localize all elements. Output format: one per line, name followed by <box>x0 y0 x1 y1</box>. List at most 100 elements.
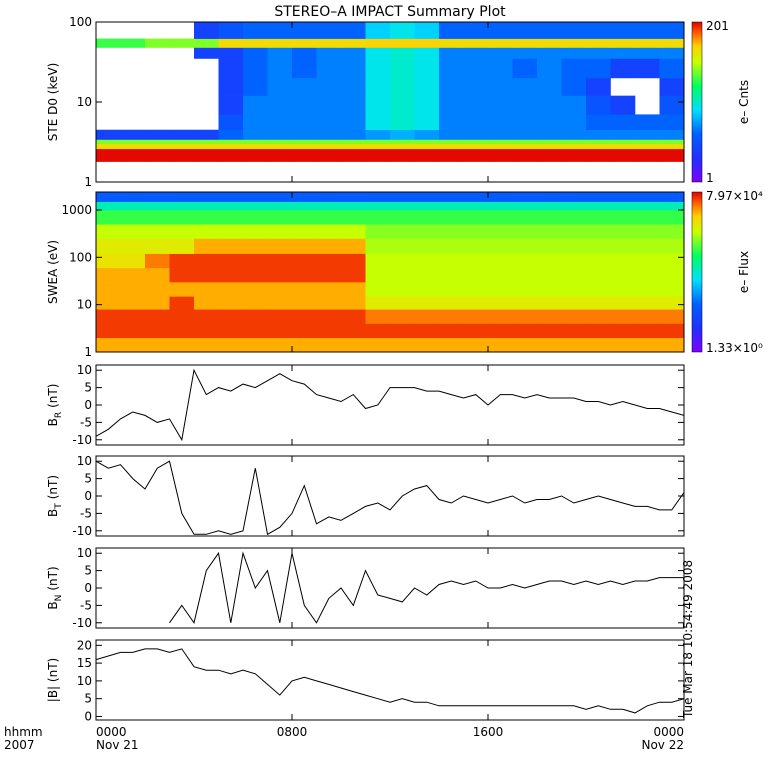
spectrogram-cell <box>96 337 121 352</box>
spectrogram-cell <box>218 192 244 202</box>
plot-title: STEREO–A IMPACT Summary Plot <box>274 4 506 20</box>
spectrogram-cell <box>659 337 684 352</box>
spectrogram-cell <box>390 139 415 145</box>
spectrogram-cell <box>292 209 317 225</box>
spectrogram-cell <box>120 129 146 140</box>
spectrogram-cell <box>488 143 513 150</box>
spectrogram-cell <box>463 148 489 162</box>
spectrogram-cell <box>316 143 342 150</box>
spectrogram-cell <box>561 192 587 202</box>
spectrogram-cell <box>586 143 611 150</box>
spectrogram-cell <box>390 129 415 140</box>
spectrogram-cell <box>463 201 489 211</box>
spectrogram-cell <box>414 282 440 297</box>
spectrogram-cell <box>414 143 440 150</box>
spectrogram-cell <box>537 47 562 59</box>
y-axis-label-part: B <box>46 418 60 426</box>
spectrogram-cell <box>390 323 415 339</box>
spectrogram-cell <box>659 129 684 140</box>
spectrogram-cell <box>218 224 244 239</box>
spectrogram-cell <box>561 337 587 352</box>
spectrogram-cell <box>120 296 146 310</box>
spectrogram-cell <box>512 309 538 324</box>
spectrogram-cell <box>512 139 538 145</box>
spectrogram-cell <box>463 309 489 324</box>
spectrogram-cell <box>267 192 293 202</box>
spectrogram-cell <box>267 38 293 48</box>
spectrogram-cell <box>120 143 146 150</box>
spectrogram-cell <box>292 139 317 145</box>
spectrogram-cell <box>390 22 415 39</box>
spectrogram-cell <box>169 323 195 339</box>
spectrogram-cell <box>659 95 684 115</box>
spectrogram-cell <box>120 201 146 211</box>
spectrogram-cell <box>659 47 684 59</box>
spectrogram-cell <box>96 38 121 48</box>
y-tick-label: -5 <box>80 598 92 612</box>
spectrogram-cell <box>537 129 562 140</box>
spectrogram-cell <box>463 224 489 239</box>
spectrogram-cell <box>659 282 684 297</box>
spectrogram-cell <box>537 139 562 145</box>
spectrogram-cell <box>537 267 562 283</box>
spectrogram-cell <box>512 337 538 352</box>
spectrogram-cell <box>292 38 317 48</box>
spectrogram-cell <box>635 201 660 211</box>
spectrogram-cell <box>145 309 170 324</box>
spectrogram-cell <box>561 209 587 225</box>
line-series <box>96 648 684 714</box>
spectrogram-cell <box>194 22 219 39</box>
spectrogram-cell <box>292 309 317 324</box>
spectrogram-cell <box>218 282 244 297</box>
spectrogram-cell <box>635 143 660 150</box>
spectrogram-cell <box>635 323 660 339</box>
spectrogram-cell <box>365 192 391 202</box>
spectrogram-cell <box>341 22 366 39</box>
spectrogram-cell <box>169 296 195 310</box>
spectrogram-cell <box>537 337 562 352</box>
spectrogram-cell <box>610 192 636 202</box>
spectrogram-cell <box>267 58 293 79</box>
spectrogram-cell <box>365 38 391 48</box>
spectrogram-cell <box>512 238 538 254</box>
spectrogram-cell <box>659 323 684 339</box>
spectrogram-cell <box>610 139 636 145</box>
spectrogram-cell <box>463 253 489 269</box>
spectrogram-cell <box>267 238 293 254</box>
y-axis-label-part: STE D0 (keV) <box>46 63 60 142</box>
spectrogram-cell <box>316 337 342 352</box>
spectrogram-cell <box>659 296 684 310</box>
spectrogram-cell <box>341 309 366 324</box>
y-tick-label: 1 <box>84 175 92 189</box>
spectrogram-cell <box>243 238 268 254</box>
spectrogram-cell <box>610 224 636 239</box>
spectrogram-cell <box>96 192 121 202</box>
spectrogram-cell <box>365 139 391 145</box>
spectrogram-cell <box>316 309 342 324</box>
spectrogram-cell <box>635 282 660 297</box>
spectrogram-cell <box>463 77 489 96</box>
spectrogram-cell <box>488 224 513 239</box>
y-tick-label: 10 <box>77 674 92 688</box>
spectrogram-cell <box>316 58 342 79</box>
spectrogram-cell <box>610 209 636 225</box>
spectrogram-cell <box>267 129 293 140</box>
spectrogram-cell <box>414 129 440 140</box>
spectrogram-cell <box>414 38 440 48</box>
spectrogram-cell <box>145 201 170 211</box>
spectrogram-cell <box>659 22 684 39</box>
spectrogram-cell <box>243 296 268 310</box>
spectrogram-cell <box>586 58 611 79</box>
spectrogram-cell <box>512 95 538 115</box>
spectrogram-cell <box>390 58 415 79</box>
spectrogram-cell <box>390 209 415 225</box>
spectrogram-cell <box>586 253 611 269</box>
spectrogram-cell <box>610 95 636 115</box>
spectrogram-cell <box>537 192 562 202</box>
spectrogram-cell <box>463 129 489 140</box>
spectrogram-cell <box>439 95 464 115</box>
spectrogram-cell <box>169 238 195 254</box>
spectrogram-cell <box>414 253 440 269</box>
spectrogram-cell <box>537 323 562 339</box>
